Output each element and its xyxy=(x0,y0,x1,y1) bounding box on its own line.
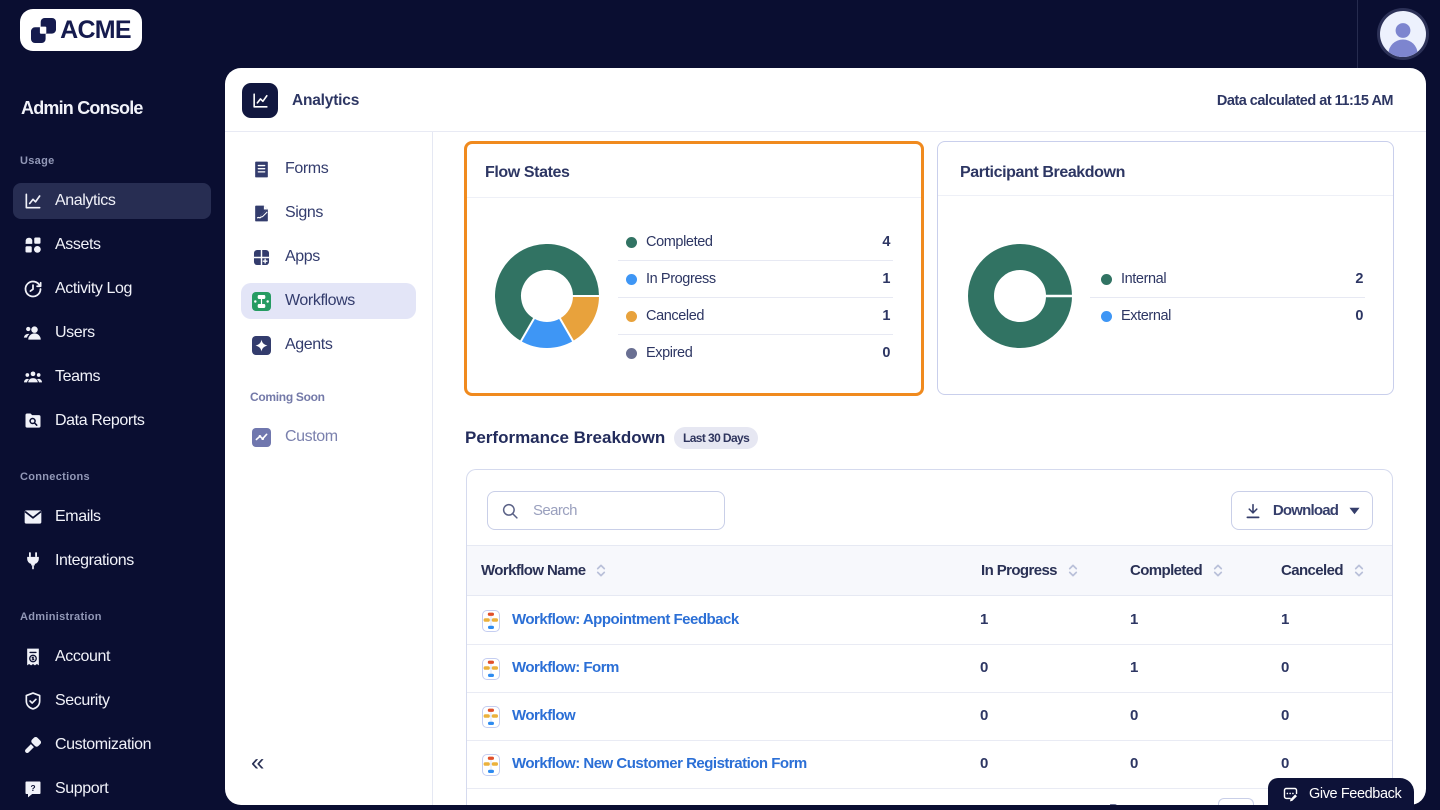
svg-text:?: ? xyxy=(30,783,35,793)
